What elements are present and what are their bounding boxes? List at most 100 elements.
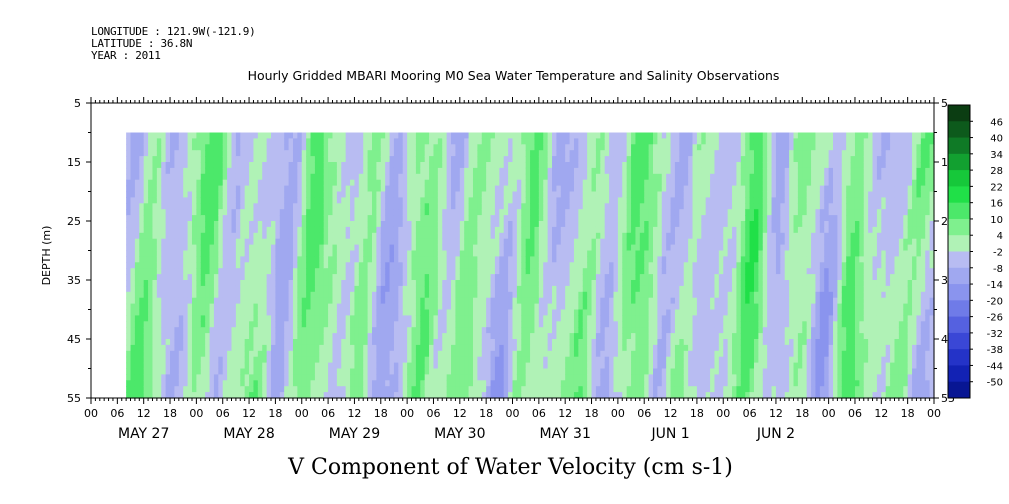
heatmap-cell	[152, 303, 158, 311]
heatmap-cell	[227, 144, 233, 151]
heatmap-cell	[292, 362, 298, 370]
heatmap-cell	[547, 380, 553, 387]
heatmap-cell	[367, 262, 373, 269]
heatmap-cell	[477, 167, 483, 175]
heatmap-cell	[538, 285, 544, 293]
heatmap-cell	[174, 315, 180, 322]
heatmap-cell	[455, 392, 461, 399]
heatmap-cell	[578, 138, 584, 145]
heatmap-cell	[424, 280, 430, 287]
heatmap-cell	[464, 297, 470, 305]
heatmap-cell	[205, 256, 211, 263]
heatmap-cell	[363, 156, 369, 163]
heatmap-cell	[314, 250, 320, 257]
heatmap-cell	[525, 356, 531, 364]
heatmap-cell	[530, 179, 536, 187]
heatmap-cell	[165, 191, 171, 198]
heatmap-cell	[209, 321, 215, 328]
heatmap-cell	[240, 156, 246, 163]
heatmap-cell	[130, 285, 136, 293]
heatmap-cell	[525, 238, 531, 246]
heatmap-cell	[209, 167, 215, 175]
heatmap-cell	[464, 344, 470, 352]
heatmap-cell	[530, 327, 536, 334]
heatmap-cell	[187, 374, 193, 381]
heatmap-cell	[398, 285, 404, 293]
heatmap-cell	[358, 321, 364, 328]
heatmap-cell	[341, 156, 347, 163]
heatmap-cell	[187, 344, 193, 352]
heatmap-cell	[389, 280, 395, 287]
heatmap-cell	[130, 244, 136, 252]
heatmap-cell	[424, 339, 430, 346]
heatmap-cell	[494, 315, 500, 322]
heatmap-cell	[187, 250, 193, 257]
heatmap-cell	[604, 374, 610, 381]
heatmap-cell	[266, 285, 272, 293]
heatmap-cell	[609, 221, 615, 228]
heatmap-cell	[174, 238, 180, 246]
heatmap-cell	[174, 291, 180, 299]
heatmap-cell	[481, 209, 487, 216]
heatmap-cell	[578, 221, 584, 228]
heatmap-cell	[459, 327, 465, 334]
heatmap-cell	[494, 344, 500, 352]
heatmap-cell	[543, 250, 549, 257]
heatmap-cell	[578, 232, 584, 240]
heatmap-cell	[464, 392, 470, 399]
heatmap-cell	[170, 333, 176, 340]
heatmap-cell	[547, 350, 553, 358]
heatmap-cell	[569, 167, 575, 175]
heatmap-cell	[323, 144, 329, 151]
heatmap-cell	[609, 362, 615, 370]
heatmap-cell	[292, 333, 298, 340]
heatmap-cell	[508, 167, 514, 175]
heatmap-cell	[385, 138, 391, 145]
heatmap-cell	[468, 232, 474, 240]
heatmap-cell	[292, 185, 298, 193]
heatmap-cell	[503, 321, 509, 328]
heatmap-cell	[350, 250, 356, 257]
heatmap-cell	[472, 162, 478, 169]
heatmap-cell	[306, 167, 312, 175]
heatmap-cell	[433, 150, 439, 157]
heatmap-cell	[393, 232, 399, 240]
heatmap-cell	[402, 368, 408, 375]
heatmap-cell	[213, 303, 219, 311]
heatmap-cell	[516, 368, 522, 375]
heatmap-cell	[161, 321, 167, 328]
heatmap-cell	[341, 226, 347, 234]
heatmap-cell	[512, 280, 518, 287]
heatmap-cell	[587, 185, 593, 193]
heatmap-cell	[161, 291, 167, 299]
heatmap-cell	[363, 386, 369, 393]
heatmap-cell	[161, 150, 167, 157]
heatmap-cell	[455, 156, 461, 163]
heatmap-cell	[143, 362, 149, 370]
heatmap-cell	[152, 285, 158, 293]
heatmap-cell	[130, 238, 136, 246]
heatmap-cell	[512, 197, 518, 204]
heatmap-cell	[227, 238, 233, 246]
heatmap-cell	[143, 226, 149, 234]
heatmap-cell	[459, 303, 465, 311]
heatmap-cell	[530, 268, 536, 275]
heatmap-cell	[288, 386, 294, 393]
heatmap-cell	[227, 309, 233, 316]
heatmap-cell	[560, 262, 566, 269]
heatmap-cell	[464, 197, 470, 204]
heatmap-cell	[262, 350, 268, 358]
heatmap-cell	[170, 280, 176, 287]
heatmap-cell	[209, 339, 215, 346]
heatmap-cell	[459, 238, 465, 246]
heatmap-cell	[424, 144, 430, 151]
heatmap-cell	[178, 374, 184, 381]
heatmap-cell	[358, 333, 364, 340]
heatmap-cell	[424, 221, 430, 228]
heatmap-cell	[565, 274, 571, 281]
heatmap-cell	[350, 215, 356, 222]
heatmap-cell	[170, 350, 176, 358]
heatmap-cell	[516, 256, 522, 263]
heatmap-cell	[451, 362, 457, 370]
heatmap-cell	[288, 150, 294, 157]
